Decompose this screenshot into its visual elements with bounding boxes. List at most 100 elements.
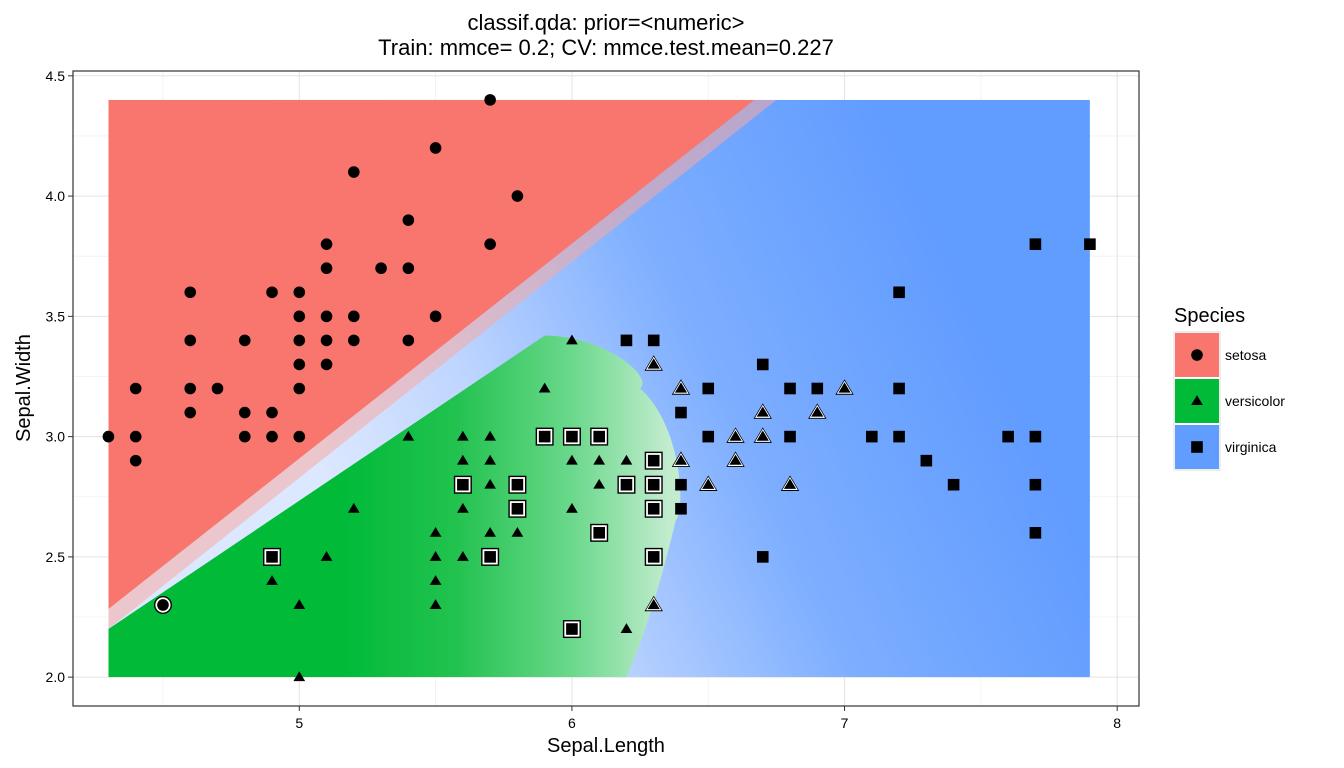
legend-label: virginica [1225, 439, 1277, 455]
versicolor-point [347, 502, 360, 513]
setosa-point [348, 310, 360, 323]
versicolor-region [108, 335, 681, 678]
setosa-point [266, 430, 278, 443]
versicolor-point [726, 427, 745, 443]
x-axis-title: Sepal.Length [547, 735, 665, 757]
point-marker [593, 454, 606, 465]
setosa-point [348, 166, 360, 178]
legend-key-marker [1191, 349, 1203, 361]
setosa-point [429, 310, 442, 323]
point-marker [756, 430, 769, 441]
legend-item-virginica: virginica [1173, 423, 1277, 471]
versicolor-point [484, 478, 496, 489]
point-marker [484, 478, 496, 489]
point-marker [484, 526, 496, 537]
legend-key-marker [1191, 441, 1203, 453]
point-marker [1084, 238, 1096, 250]
setosa-point [266, 406, 278, 419]
chart-subtitle: Train: mmce= 0.2; CV: mmce.test.mean=0.2… [378, 35, 834, 60]
setosa-point [293, 334, 306, 347]
point-marker [293, 310, 306, 323]
virginica-point [263, 547, 282, 566]
point-marker [429, 310, 442, 323]
virginica-point [644, 547, 663, 566]
setosa-point [320, 334, 333, 347]
virginica-point [893, 286, 905, 299]
y-tick-label: 2.0 [46, 669, 66, 685]
legend-key-marker [1191, 395, 1203, 405]
point-marker [320, 334, 333, 347]
point-marker [866, 430, 878, 443]
setosa-point [184, 334, 197, 347]
point-marker [647, 454, 660, 467]
point-marker [811, 406, 824, 417]
point-marker [647, 358, 660, 369]
point-marker [320, 262, 333, 275]
point-marker [647, 478, 660, 491]
point-marker [593, 430, 605, 443]
versicolor-point [671, 379, 691, 395]
virginica-point [784, 430, 796, 443]
setosa-point [129, 454, 142, 467]
setosa-boundary-fade [108, 99, 777, 630]
point-marker [593, 478, 606, 489]
point-marker [538, 430, 551, 443]
versicolor-point [644, 355, 663, 371]
versicolor-point [293, 599, 306, 609]
versicolor-point [726, 451, 745, 467]
versicolor-point [593, 454, 606, 465]
point-marker [511, 478, 524, 491]
point-marker [184, 406, 197, 419]
point-marker [566, 502, 578, 513]
virginica-point [562, 620, 581, 639]
setosa-point [375, 262, 387, 275]
legend: Species setosa versicolor virginica [1173, 305, 1285, 471]
virginica-point [866, 430, 878, 443]
y-tick-label: 2.5 [46, 549, 66, 565]
point-marker [784, 382, 796, 395]
setosa-point [320, 310, 333, 323]
y-tick-label: 3.0 [46, 429, 66, 445]
point-marker [675, 502, 687, 515]
setosa-point [293, 286, 306, 299]
setosa-point [348, 334, 360, 347]
point-marker [593, 527, 605, 539]
point-marker [675, 406, 687, 419]
point-marker [238, 334, 251, 347]
setosa-point [320, 358, 333, 371]
versicolor-point [293, 671, 306, 682]
x-tick-label: 5 [295, 715, 303, 731]
point-marker [238, 430, 251, 443]
y-tick-label: 4.0 [46, 188, 66, 204]
point-marker [566, 430, 578, 443]
point-marker [1002, 430, 1014, 443]
versicolor-point [429, 551, 442, 561]
versicolor-point [457, 502, 469, 513]
setosa-point [429, 142, 442, 154]
legend-item-versicolor: versicolor [1173, 377, 1285, 425]
point-marker [184, 286, 197, 299]
setosa-point [320, 238, 333, 250]
versicolor-point [457, 551, 469, 561]
point-marker [647, 502, 660, 515]
point-marker [484, 430, 496, 441]
virginica-point [702, 430, 715, 443]
point-marker [266, 406, 278, 419]
point-marker [457, 478, 469, 491]
setosa-point [484, 238, 496, 250]
virginica-point [1084, 238, 1096, 250]
point-marker [320, 358, 333, 371]
setosa-point [511, 190, 524, 202]
data-points [102, 94, 1096, 682]
virginica-point [893, 430, 905, 443]
point-marker [511, 502, 524, 515]
setosa-point [320, 262, 333, 275]
point-marker [320, 238, 333, 250]
point-marker [348, 166, 360, 178]
point-marker [157, 599, 169, 611]
y-tick-label: 4.5 [46, 68, 66, 84]
point-marker [293, 599, 306, 609]
point-marker [320, 551, 333, 561]
point-marker [429, 575, 442, 585]
